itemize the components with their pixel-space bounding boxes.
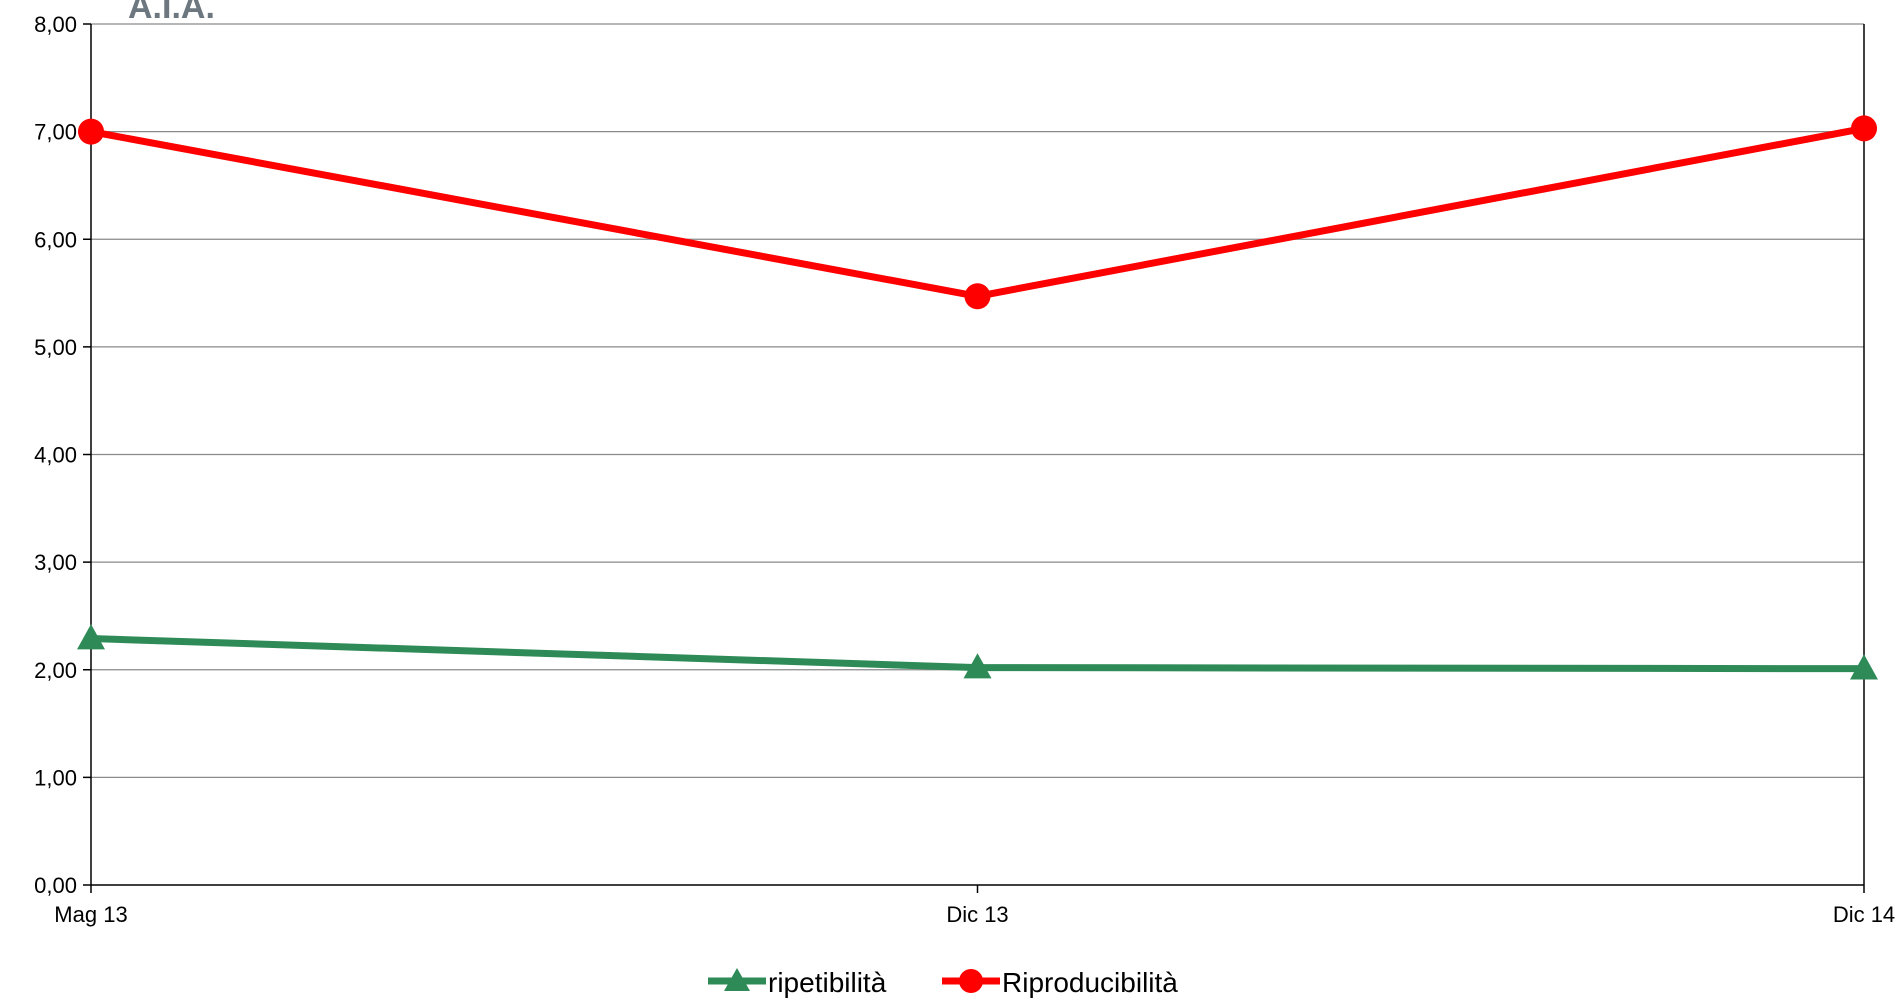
series-markers: [77, 115, 1878, 680]
y-tick-label: 0,00: [34, 873, 77, 898]
y-tick-label: 5,00: [34, 335, 77, 360]
data-point-triangle: [963, 653, 992, 679]
y-tick-label: 8,00: [34, 12, 77, 37]
data-point-circle: [964, 283, 991, 310]
chart-title: A.I.A.: [128, 0, 215, 26]
x-tick-label: Dic 14: [1833, 902, 1895, 927]
data-point-circle: [1851, 115, 1877, 142]
grid-lines: [91, 23, 1864, 778]
x-tick-labels: Mag 13 Dic 13 Dic 14: [54, 885, 1895, 927]
series-lines: [90, 124, 1865, 673]
series-line-1: [90, 124, 1865, 300]
legend-marker-circle: [959, 969, 983, 993]
data-point-triangle: [1850, 654, 1878, 680]
y-tick-label: 6,00: [34, 227, 77, 252]
legend: ripetibilità Riproducibilità: [708, 967, 1178, 998]
x-tick-label: Mag 13: [54, 902, 127, 927]
y-tick-labels: 0,00 1,00 2,00 3,00 4,00 5,00 6,00 7,00 8,00: [34, 12, 91, 898]
y-tick-label: 4,00: [34, 443, 77, 468]
y-tick-label: 7,00: [34, 120, 77, 145]
legend-label: ripetibilità: [768, 967, 887, 998]
data-point-triangle: [77, 624, 105, 650]
y-tick-label: 3,00: [34, 550, 77, 575]
data-point-circle: [78, 118, 104, 145]
y-tick-label: 2,00: [34, 658, 77, 683]
legend-label: Riproducibilità: [1002, 967, 1178, 998]
legend-marker-triangle: [724, 968, 750, 991]
y-tick-label: 1,00: [34, 765, 77, 790]
x-tick-label: Dic 13: [946, 902, 1008, 927]
